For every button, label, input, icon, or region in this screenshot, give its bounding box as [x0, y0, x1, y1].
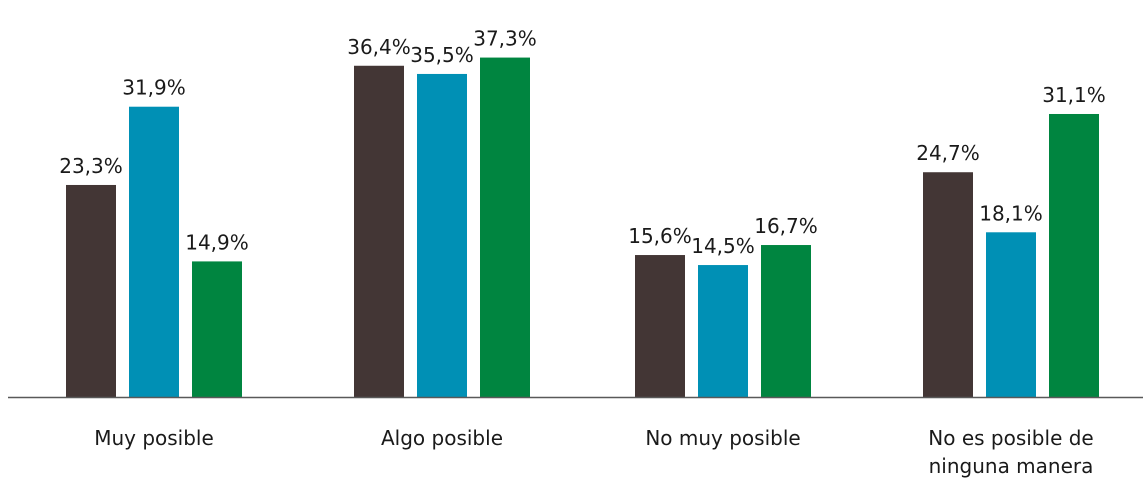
bar-3-0 [923, 172, 973, 397]
category-label-line-3-0: No es posible de [928, 426, 1093, 450]
bar-3-2 [1049, 113, 1099, 398]
data-label-2-1: 14,5% [691, 234, 755, 258]
category-label-line-0-0: Muy posible [94, 426, 214, 450]
data-label-2-2: 16,7% [754, 214, 818, 238]
value-labels-group: 23,3% 31,9% 14,9% 36,4% 35,5%37,3% 15,6% 14,5%… [59, 27, 1106, 258]
bar-2-1 [698, 265, 748, 397]
data-label-0-1: 31,9% [122, 76, 186, 100]
bar-2-2 [761, 245, 811, 397]
category-label-0: Muy posible [94, 426, 214, 450]
bar-0-1 [129, 106, 179, 398]
data-label-0-2: 14,9% [185, 230, 249, 254]
bar-2-0 [635, 255, 685, 397]
data-label-3-2: 31,1% [1042, 83, 1106, 107]
bar-0-2 [192, 261, 242, 397]
data-label-0-0: 23,3% [59, 154, 123, 178]
data-label-1-2: 37,3% [473, 27, 537, 51]
category-label-line-3-1: ninguna manera [929, 454, 1094, 478]
category-label-3: No es posible de ninguna manera [928, 426, 1093, 478]
category-labels-group: Muy posible Algo posible No muy posible No … [94, 426, 1094, 478]
data-label-2-0: 15,6% [628, 224, 692, 248]
bar-0-0 [66, 184, 116, 397]
bar-1-2 [480, 57, 530, 397]
category-label-1: Algo posible [381, 426, 503, 450]
bars-group [66, 57, 1099, 398]
category-label-2: No muy posible [645, 426, 800, 450]
bar-3-1 [986, 232, 1036, 397]
data-label-1-0: 36,4% [347, 35, 411, 59]
bar-1-0 [354, 65, 404, 397]
bar-1-1 [417, 73, 467, 397]
category-label-line-1-0: Algo posible [381, 426, 503, 450]
data-label-3-0: 24,7% [916, 141, 980, 165]
category-label-line-2-0: No muy posible [645, 426, 800, 450]
data-label-3-1: 18,1% [979, 201, 1043, 225]
data-label-1-1: 35,5% [410, 43, 474, 67]
